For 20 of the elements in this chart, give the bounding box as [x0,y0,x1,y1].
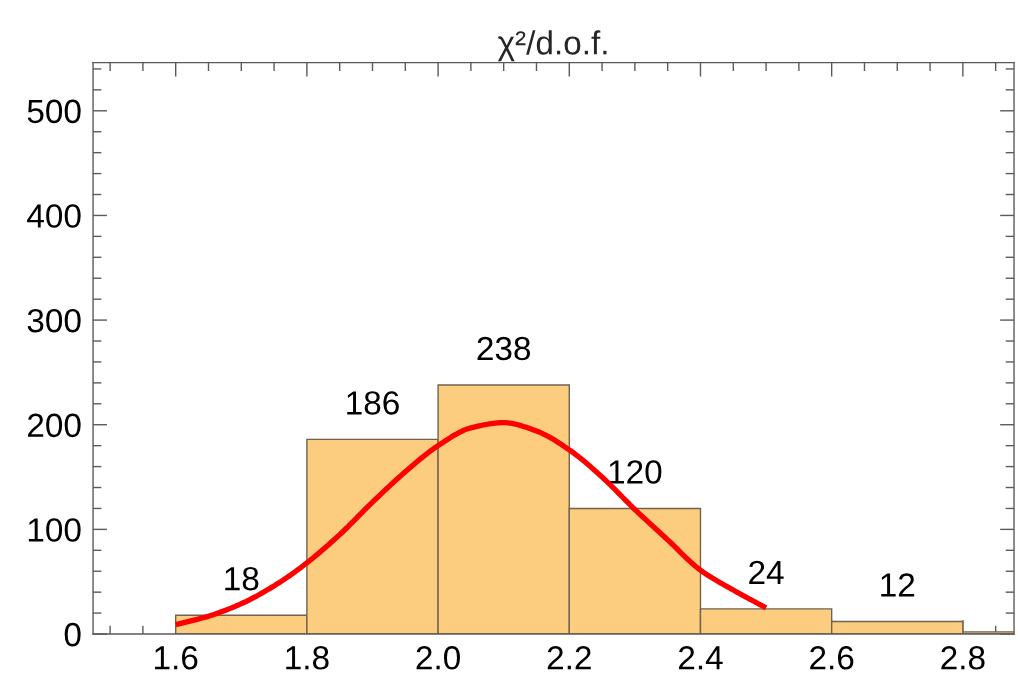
x-tick-label: 2.4 [678,646,723,670]
x-tick-label: 2.6 [810,646,854,670]
data-label: 18 [225,566,259,591]
data-label: 24 [749,560,784,584]
data-label: 120 [609,460,662,484]
y-tick-label: 500 [27,99,81,124]
x-tick-label: 2.2 [547,646,591,670]
y-tick-label: 300 [27,308,81,333]
data-label: 12 [881,573,915,597]
data-label: 186 [347,391,399,415]
data-label: 238 [477,336,531,361]
chart-title: χ²/d.o.f. [497,30,607,62]
x-tick-label: 2.8 [941,646,985,670]
y-tick-label: 200 [28,413,81,438]
y-tick-label: 400 [27,204,81,228]
y-tick-label: 0 [64,622,81,647]
x-tick-label: 2.0 [416,646,460,670]
x-tick-label: 1.6 [155,646,198,670]
y-tick-label: 100 [28,518,81,542]
x-tick-label: 1.8 [286,646,329,670]
